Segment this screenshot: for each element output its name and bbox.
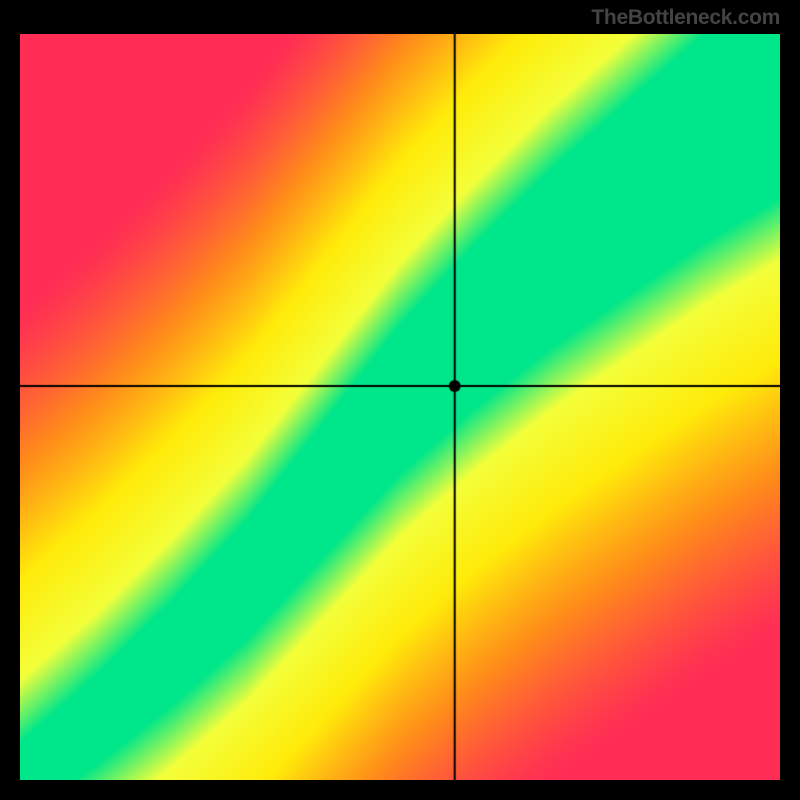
- chart-container: TheBottleneck.com: [0, 0, 800, 800]
- heatmap-canvas: [20, 34, 780, 780]
- attribution-text: TheBottleneck.com: [591, 6, 780, 30]
- heatmap-plot: [20, 34, 780, 780]
